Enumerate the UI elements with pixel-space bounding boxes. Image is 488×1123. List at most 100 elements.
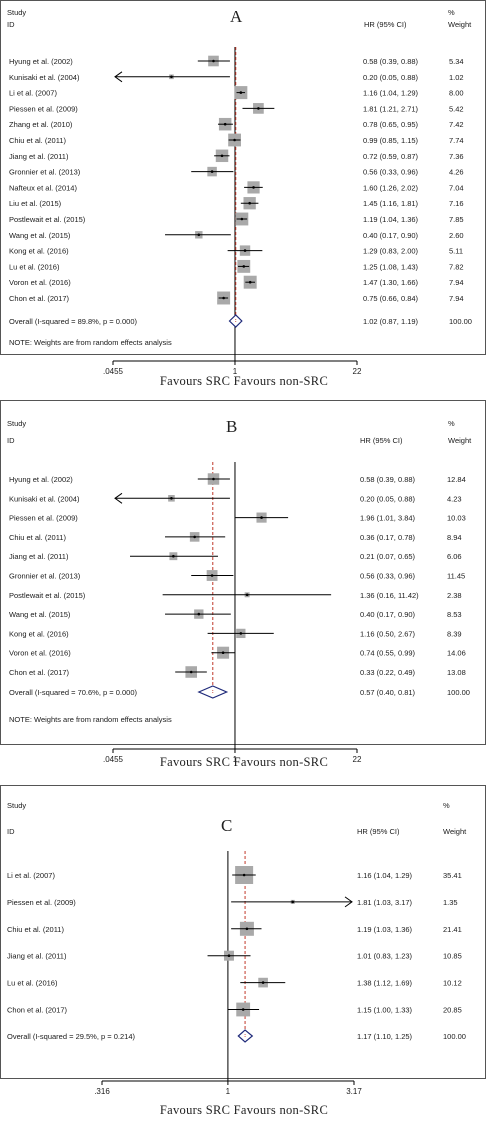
hr-ci-label: 1.81 (1.21, 2.71) [363,104,419,113]
hr-ci-label: 0.20 (0.05, 0.88) [363,73,419,82]
forest-plot-c: Li et al. (2007) 1.16 (1.04, 1.29) 35.41 Pi… [7,851,466,1096]
study-label: Postlewait et al. (2015) [9,215,86,224]
study-label: Chiu et al. (2011) [9,533,66,542]
study-label: Li et al. (2007) [9,89,57,98]
study-label: Jiang et al. (2011) [9,552,69,561]
hr-ci-label: 0.40 (0.17, 0.90) [363,231,419,240]
x-tick-label: 22 [353,755,362,764]
weight-label: 7.85 [449,215,464,224]
study-label: Liu et al. (2015) [9,199,62,208]
weight-label: 1.35 [443,898,458,907]
note-text: NOTE: Weights are from random effects an… [9,715,172,724]
forest-panel-b: Study ID B HR (95% CI) % Weight Hyung et… [0,400,488,785]
point-estimate [248,280,252,284]
x-tick-label: .0455 [103,367,124,376]
study-header: Study [7,801,27,810]
study-header: Study [7,419,27,428]
point-estimate [240,217,244,221]
overall-hr-ci: 0.57 (0.40, 0.81) [360,688,416,697]
study-label: Lu et al. (2016) [9,262,60,271]
study-label: Hyung et al. (2002) [9,475,73,484]
point-estimate [210,170,214,173]
weight-label: 7.04 [449,183,464,192]
point-estimate [222,296,225,300]
overall-label: Overall (I-squared = 29.5%, p = 0.214) [7,1032,135,1041]
hr-ci-label: 1.29 (0.83, 2.00) [363,247,419,256]
study-label: Kong et al. (2016) [9,629,69,638]
point-estimate [189,670,193,674]
hr-ci-label: 0.21 (0.07, 0.65) [360,552,416,561]
weight-label: 7.94 [449,278,464,287]
weight-label: 7.74 [449,136,464,145]
pct-header: % [448,8,455,17]
hr-ci-label: 1.38 (1.12, 1.69) [357,979,413,988]
weight-label: 7.42 [449,120,464,129]
id-header: ID [7,20,15,29]
point-estimate [245,593,249,597]
id-header: ID [7,436,15,445]
overall-weight: 100.00 [449,317,472,326]
point-estimate [227,954,231,957]
point-estimate [252,186,255,189]
favours-label: Favours SRC Favours non-SRC [159,374,329,388]
point-estimate [243,249,247,252]
weight-label: 2.60 [449,231,464,240]
point-estimate [172,554,175,558]
overall-weight: 100.00 [443,1032,466,1041]
x-tick-label: 1 [233,755,238,764]
hr-ci-label: 0.74 (0.55, 0.99) [360,649,416,658]
hr-ci-label: 0.20 (0.05, 0.88) [360,494,416,503]
point-estimate [210,574,214,577]
weight-label: 7.82 [449,262,464,271]
weight-header: Weight [443,827,467,836]
study-label: Jiang et al. (2011) [9,152,69,161]
x-tick-label: 3.17 [346,1087,362,1096]
hr-ci-label: 1.16 (0.50, 2.67) [360,629,416,638]
hr-header: HR (95% CI) [357,827,400,836]
weight-label: 8.00 [449,89,464,98]
weight-label: 35.41 [443,871,462,880]
panel-frame [0,400,486,745]
panel-letter: B [226,417,238,436]
point-estimate [233,138,236,142]
panel-letter: A [230,7,243,26]
pct-header: % [443,801,450,810]
point-estimate [223,122,227,126]
study-label: Chon et al. (2017) [9,668,70,677]
study-label: Kunisaki et al. (2004) [9,494,80,503]
study-label: Voron et al. (2016) [9,278,71,287]
point-estimate [242,265,246,268]
hr-ci-label: 0.40 (0.17, 0.90) [360,610,416,619]
favours-label: Favours SRC Favours non-SRC [159,755,329,769]
overall-label: Overall (I-squared = 89.8%, p = 0.000) [9,317,137,326]
weight-label: 8.53 [447,610,462,619]
study-label: Gronnier et al. (2013) [9,168,81,177]
point-estimate [197,612,201,616]
hr-ci-label: 1.60 (1.26, 2.02) [363,183,419,192]
study-label: Li et al. (2007) [7,871,55,880]
study-label: Nafteux et al. (2014) [9,183,77,192]
point-estimate [245,927,249,931]
x-tick-label: 22 [353,367,362,376]
point-estimate [170,75,173,79]
weight-label: 1.02 [449,73,464,82]
weight-label: 5.42 [449,104,464,113]
study-label: Zhang et al. (2010) [9,120,73,129]
weight-label: 6.06 [447,552,462,561]
x-tick-label: 1 [233,367,238,376]
hr-ci-label: 0.78 (0.65, 0.95) [363,120,419,129]
point-estimate [239,91,243,94]
overall-weight: 100.00 [447,688,470,697]
x-tick-label: .0455 [103,755,124,764]
study-label: Postlewait et al. (2015) [9,591,86,600]
weight-label: 8.39 [447,629,462,638]
panel-frame [0,0,486,355]
weight-label: 7.36 [449,152,464,161]
note-text: NOTE: Weights are from random effects an… [9,338,172,347]
hr-ci-label: 0.56 (0.33, 0.96) [360,572,416,581]
point-estimate [291,900,295,904]
weight-label: 10.03 [447,514,466,523]
hr-ci-label: 1.16 (1.04, 1.29) [363,89,419,98]
forest-panel-c: Study ID C HR (95% CI) % Weight Li et al… [0,785,488,1123]
point-estimate [242,873,246,877]
